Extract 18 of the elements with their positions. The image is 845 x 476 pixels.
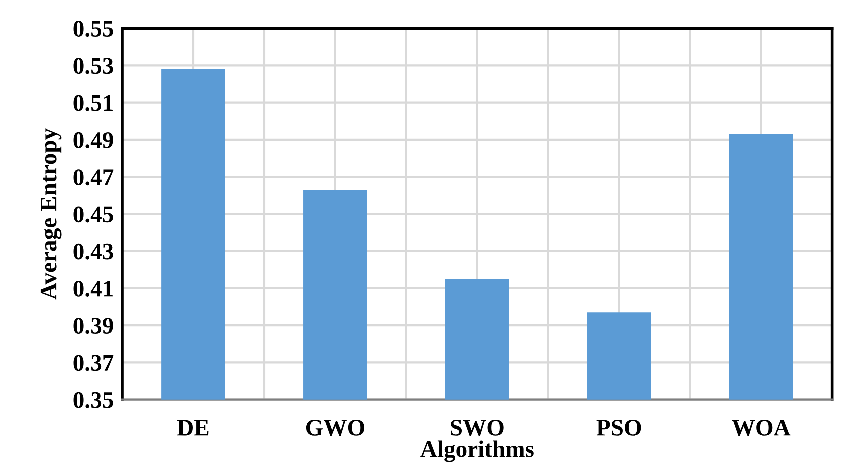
x-axis-title: Algorithms xyxy=(420,440,534,462)
y-tick-label: 0.43 xyxy=(74,244,114,260)
y-tick-label: 0.49 xyxy=(74,132,114,148)
y-tick-label: 0.47 xyxy=(74,170,114,186)
y-tick-label: 0.37 xyxy=(74,355,114,372)
y-tick-label: 0.41 xyxy=(74,280,113,297)
y-tick-label: 0.51 xyxy=(74,95,113,112)
y-tick-label: 0.53 xyxy=(74,58,114,74)
x-tick-label: SWO xyxy=(451,420,504,436)
y-tick-label: 0.35 xyxy=(74,392,114,408)
x-tick-label: PSO xyxy=(596,420,642,436)
x-tick-label: DE xyxy=(178,420,209,436)
y-tick-label: 0.55 xyxy=(74,21,114,38)
x-tick-label: WOA xyxy=(732,420,791,436)
y-axis-title: Average Entropy xyxy=(40,128,62,300)
x-tick-label: GWO xyxy=(306,420,364,436)
y-tick-label: 0.39 xyxy=(74,318,114,334)
y-tick-label: 0.45 xyxy=(74,206,114,223)
